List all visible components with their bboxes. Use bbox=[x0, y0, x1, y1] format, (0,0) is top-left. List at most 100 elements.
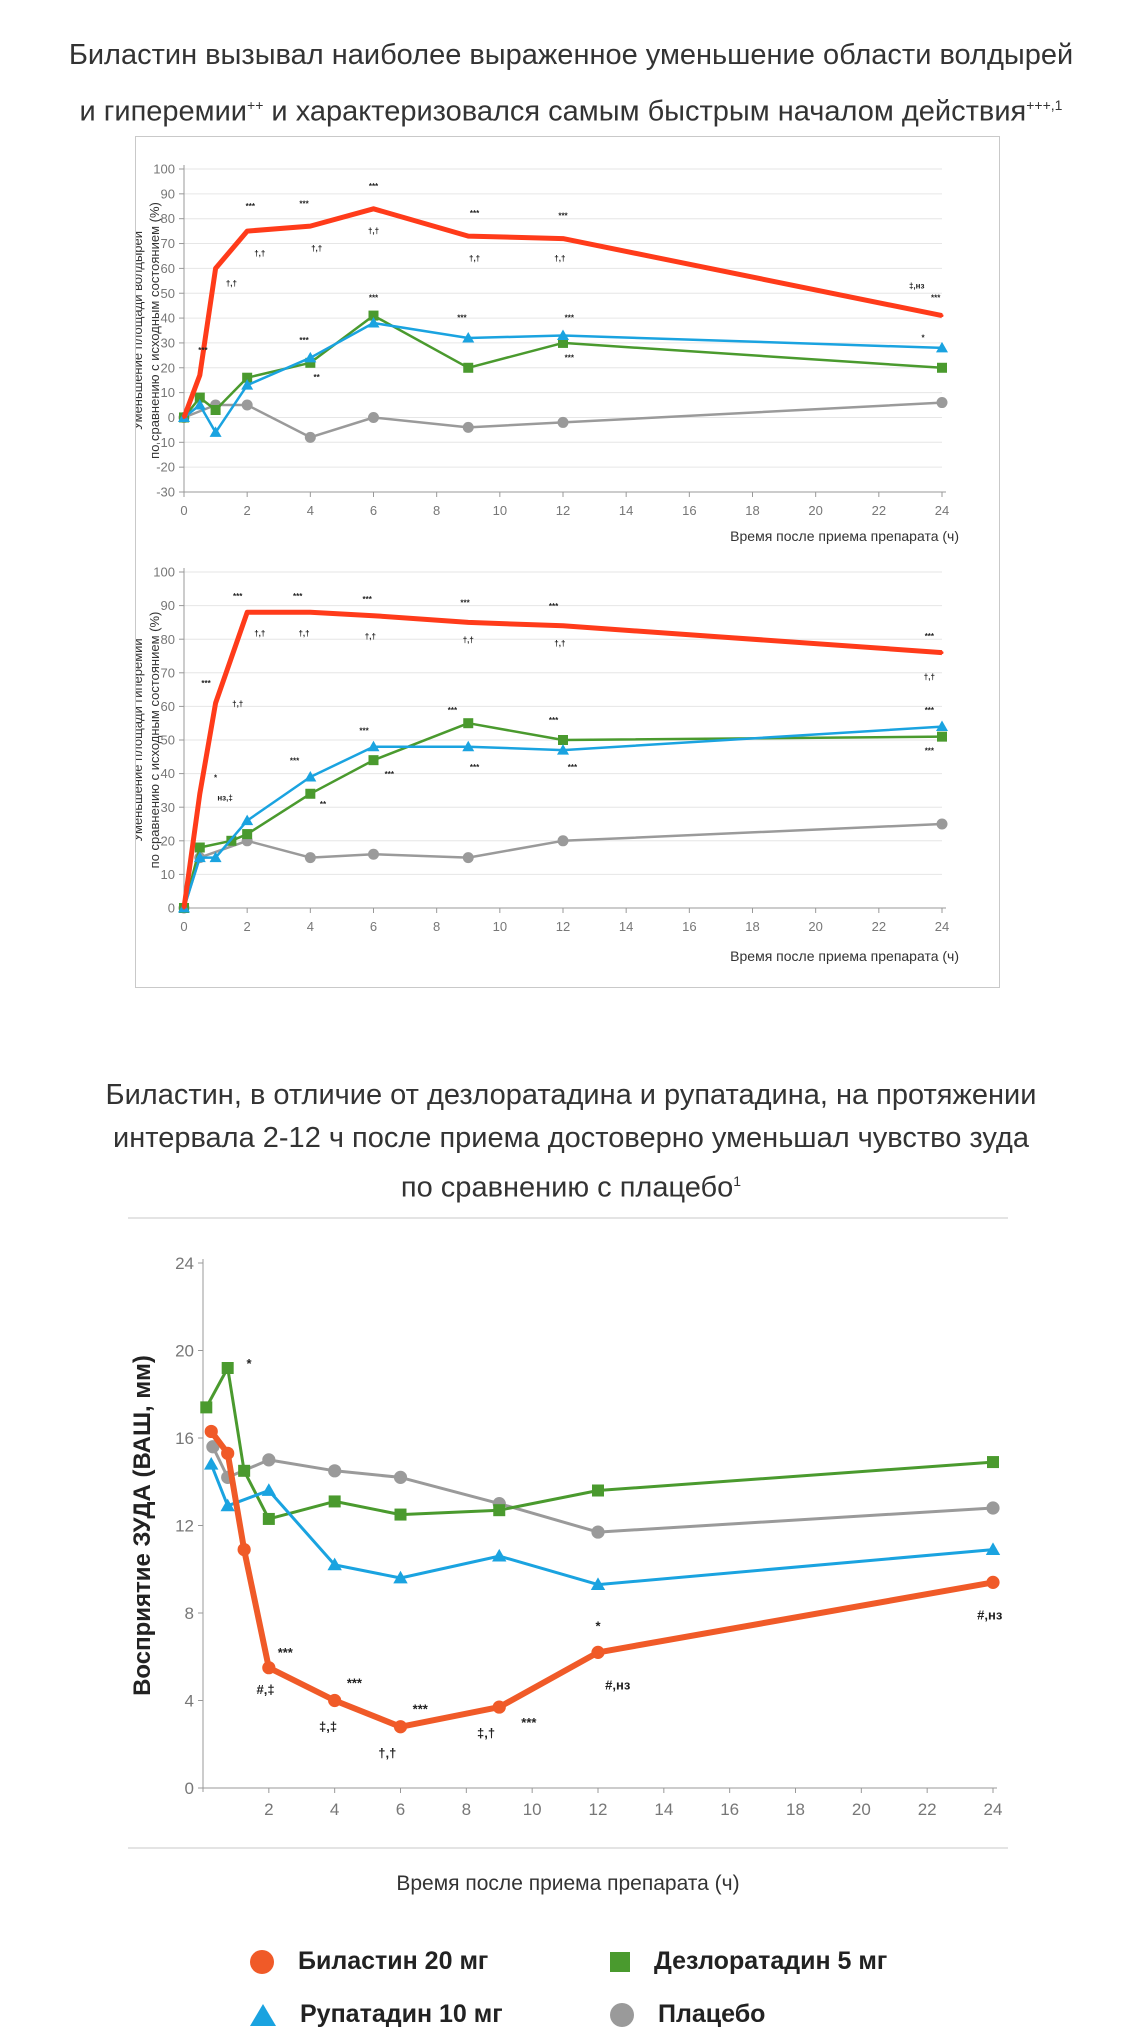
y-tick-label: 100 bbox=[153, 162, 175, 177]
significance-label: †,† bbox=[463, 636, 474, 645]
x-tick-label: 6 bbox=[396, 1800, 405, 1819]
significance-label: †,† bbox=[554, 254, 565, 263]
data-point-rupatadine bbox=[209, 426, 222, 437]
significance-label: * bbox=[921, 333, 925, 342]
significance-label: *** bbox=[246, 202, 256, 211]
data-point-placebo bbox=[986, 1501, 1000, 1515]
x-tick-label: 16 bbox=[682, 919, 696, 934]
data-point-placebo bbox=[557, 835, 569, 847]
data-point-rupatadine bbox=[557, 744, 569, 755]
x-tick-label: 8 bbox=[433, 503, 440, 518]
y-tick-label: 0 bbox=[185, 1779, 194, 1798]
significance-label: * bbox=[214, 773, 218, 782]
significance-label: †,† bbox=[554, 639, 565, 648]
data-point-rupatadine bbox=[367, 740, 380, 752]
significance-label: #,нз bbox=[977, 1608, 1003, 1623]
y-tick-label: 12 bbox=[175, 1516, 194, 1535]
data-point-desloratadine bbox=[262, 1512, 275, 1525]
data-point-desloratadine bbox=[394, 1508, 407, 1521]
data-point-bilastine bbox=[308, 224, 312, 228]
significance-label: *** bbox=[925, 706, 935, 715]
x-tick-label: 12 bbox=[556, 919, 570, 934]
title-2-line-1: Биластин, в отличие от дезлоратадина и р… bbox=[105, 1079, 1037, 1111]
y-tick-label: 24 bbox=[175, 1254, 194, 1273]
series-line-bilastine bbox=[181, 206, 943, 419]
significance-label: ‡,нз bbox=[909, 281, 925, 290]
significance-label: *** bbox=[568, 763, 578, 772]
wheal-y-axis-label-line-1: Уменьшение площади волдырей bbox=[136, 231, 145, 430]
data-point-bilastine bbox=[591, 1645, 605, 1659]
x-tick-label: 18 bbox=[745, 919, 759, 934]
data-point-desloratadine bbox=[194, 842, 205, 853]
significance-label: †,† bbox=[469, 254, 480, 263]
data-point-desloratadine bbox=[592, 1484, 604, 1497]
significance-label: *** bbox=[278, 1645, 294, 1660]
data-point-desloratadine bbox=[210, 405, 221, 416]
significance-label: #,нз bbox=[605, 1678, 631, 1693]
x-tick-label: 20 bbox=[808, 919, 822, 934]
data-point-bilastine bbox=[198, 792, 202, 796]
x-tick-label: 2 bbox=[244, 503, 251, 518]
significance-label: †,† bbox=[924, 673, 935, 682]
significance-label: *** bbox=[565, 314, 575, 323]
data-point-desloratadine bbox=[328, 1495, 341, 1508]
data-point-bilastine bbox=[237, 1542, 251, 1557]
y-tick-label: 40 bbox=[161, 311, 175, 326]
y-tick-label: 90 bbox=[161, 598, 175, 613]
data-point-bilastine bbox=[372, 207, 375, 211]
x-tick-label: 8 bbox=[433, 919, 440, 934]
data-point-desloratadine bbox=[221, 1362, 234, 1374]
data-point-bilastine bbox=[308, 610, 312, 614]
green-square-icon bbox=[610, 1951, 630, 1972]
data-point-bilastine bbox=[561, 624, 565, 628]
data-point-desloratadine bbox=[194, 392, 205, 403]
data-point-rupatadine bbox=[462, 740, 475, 752]
significance-label: *** bbox=[413, 1702, 429, 1717]
significance-label: †,† bbox=[311, 244, 322, 253]
data-point-rupatadine bbox=[304, 351, 317, 363]
x-tick-label: 0 bbox=[180, 919, 187, 934]
flare-y-axis-label-line-1: Уменьшение площади гиперемии bbox=[136, 638, 145, 841]
significance-label: *** bbox=[457, 314, 467, 323]
x-tick-label: 16 bbox=[720, 1800, 739, 1819]
significance-label: *** bbox=[448, 706, 458, 715]
significance-label: ‡,‡ bbox=[319, 1719, 337, 1734]
data-point-rupatadine bbox=[193, 851, 206, 863]
y-tick-label: 10 bbox=[161, 385, 175, 400]
x-tick-label: 2 bbox=[264, 1800, 273, 1819]
gray-circle-icon bbox=[610, 2002, 634, 2027]
x-tick-label: 10 bbox=[493, 919, 507, 934]
data-point-rupatadine bbox=[936, 341, 948, 353]
x-tick-label: 6 bbox=[370, 919, 377, 934]
data-point-desloratadine bbox=[242, 372, 253, 383]
y-tick-label: 80 bbox=[161, 632, 175, 647]
significance-label: * bbox=[247, 1356, 253, 1371]
x-tick-label: 24 bbox=[935, 919, 949, 934]
data-point-rupatadine bbox=[241, 814, 254, 826]
y-tick-label: 80 bbox=[161, 211, 175, 226]
series-line-placebo bbox=[211, 1446, 994, 1534]
data-point-placebo bbox=[462, 421, 474, 433]
data-point-rupatadine bbox=[193, 399, 206, 410]
significance-label: †,† bbox=[254, 249, 265, 258]
data-point-desloratadine bbox=[463, 362, 474, 373]
significance-label: *** bbox=[925, 632, 935, 641]
data-point-rupatadine bbox=[209, 851, 222, 863]
data-point-rupatadine bbox=[492, 1548, 507, 1562]
x-tick-label: 10 bbox=[523, 1800, 542, 1819]
x-tick-label: 14 bbox=[619, 503, 633, 518]
legend-item-desloratadine: Дезлоратадин 5 мг bbox=[610, 1947, 887, 1976]
data-point-placebo bbox=[393, 1470, 408, 1484]
data-point-desloratadine bbox=[987, 1456, 999, 1469]
significance-label: *** bbox=[549, 602, 559, 611]
x-tick-label: 18 bbox=[745, 503, 759, 518]
data-point-desloratadine bbox=[493, 1504, 506, 1517]
chart-title-1: Биластин вызывал наиболее выраженное уме… bbox=[0, 30, 1142, 137]
significance-label: *** bbox=[233, 592, 243, 601]
x-tick-label: 8 bbox=[462, 1800, 471, 1819]
x-tick-label: 24 bbox=[935, 503, 949, 518]
significance-label: *** bbox=[198, 346, 208, 355]
blue-triangle-icon bbox=[250, 2003, 276, 2026]
